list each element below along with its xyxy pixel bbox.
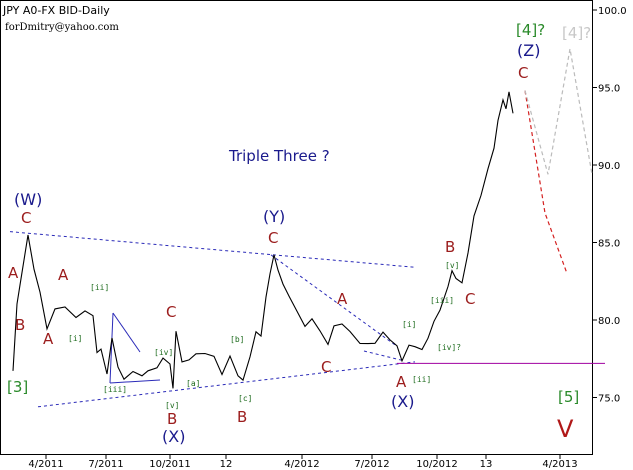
wave-label-5: [5] bbox=[558, 388, 579, 406]
y-axis: 75.0 80.0 85.0 90.0 95.0 100.0 bbox=[592, 6, 627, 405]
wave-label-w: (W) bbox=[14, 190, 42, 209]
wave-label-i: [i] bbox=[68, 334, 82, 343]
wave-label-a: B bbox=[445, 238, 455, 256]
x-tick-label: 7/2011 bbox=[88, 459, 123, 470]
wave-label-b: B bbox=[15, 316, 25, 334]
x-tick-label: 4/2012 bbox=[284, 459, 319, 470]
wave-label-c: C bbox=[268, 229, 278, 247]
credit-text: forDmitry@yahoo.com bbox=[5, 22, 119, 33]
wave-label-a: C bbox=[321, 358, 331, 376]
x-tick-label: 10/2012 bbox=[416, 459, 458, 470]
wave-label-a: A bbox=[43, 330, 54, 348]
wave-label-v: [v] bbox=[165, 401, 179, 410]
wave-label-iv-2: [iv]? bbox=[437, 343, 461, 352]
y-tick-label: 100.0 bbox=[598, 6, 627, 17]
wave-label-iv: [iv] bbox=[154, 348, 173, 357]
wave-label-b: B bbox=[237, 408, 247, 426]
x-tick-label: 13 bbox=[480, 459, 493, 470]
wave-label-c: A bbox=[396, 373, 407, 391]
y-tick-label: 80.0 bbox=[598, 316, 620, 327]
x-tick-label: 4/2011 bbox=[28, 459, 63, 470]
wave-label-z: (Z) bbox=[517, 41, 540, 60]
wave-label-a-small: [a] bbox=[186, 379, 200, 388]
wave-label-b: C bbox=[465, 290, 475, 308]
wave-label-x: (X) bbox=[162, 427, 185, 446]
wave-label-4-primary: [4]? bbox=[516, 21, 545, 39]
x-tick-label: 10/2011 bbox=[149, 459, 191, 470]
wave-label-ii: [ii] bbox=[90, 283, 109, 292]
wave-label-b: A bbox=[337, 290, 348, 308]
y-tick-label: 95.0 bbox=[598, 84, 620, 95]
plot-frame bbox=[1, 1, 593, 455]
x-tick-label: 4/2013 bbox=[542, 459, 577, 470]
wave-label-4-alt: [4]? bbox=[562, 24, 591, 42]
wave-label-y: (Y) bbox=[263, 207, 285, 226]
x-tick-label: 12 bbox=[220, 459, 233, 470]
wave-label-b: A bbox=[58, 266, 69, 284]
y-tick-label: 90.0 bbox=[598, 161, 620, 172]
wave-label-c-top: C bbox=[518, 64, 528, 82]
y-tick-label: 85.0 bbox=[598, 239, 620, 250]
wave-label-c: B bbox=[167, 410, 177, 428]
wave-label-a: A bbox=[8, 264, 19, 282]
wave-label-a: C bbox=[166, 303, 176, 321]
wave-label-3: [3] bbox=[7, 378, 28, 396]
wave-label-i-2: [i] bbox=[402, 320, 416, 329]
wave-label-iii: [iii] bbox=[103, 385, 127, 394]
x-axis: 4/2011 7/2011 10/2011 12 4/2012 7/2012 10/2012… bbox=[28, 454, 577, 470]
big-v-label: V bbox=[557, 415, 574, 443]
chart-title: JPY A0-FX BID-Daily bbox=[2, 4, 110, 17]
triple-three-note: Triple Three ? bbox=[228, 147, 330, 165]
y-tick-label: 75.0 bbox=[598, 394, 620, 405]
wave-label-v-2: [v] bbox=[445, 261, 459, 270]
wave-label-x: (X) bbox=[391, 392, 414, 411]
wave-label-c: C bbox=[21, 209, 31, 227]
wave-label-ii-2: [ii] bbox=[412, 375, 431, 384]
wave-label-b-small: [b] bbox=[230, 335, 244, 344]
wave-label-iii-2: [iii] bbox=[430, 296, 454, 305]
x-tick-label: 7/2012 bbox=[354, 459, 389, 470]
wave-label-c-small: [c] bbox=[238, 394, 252, 403]
